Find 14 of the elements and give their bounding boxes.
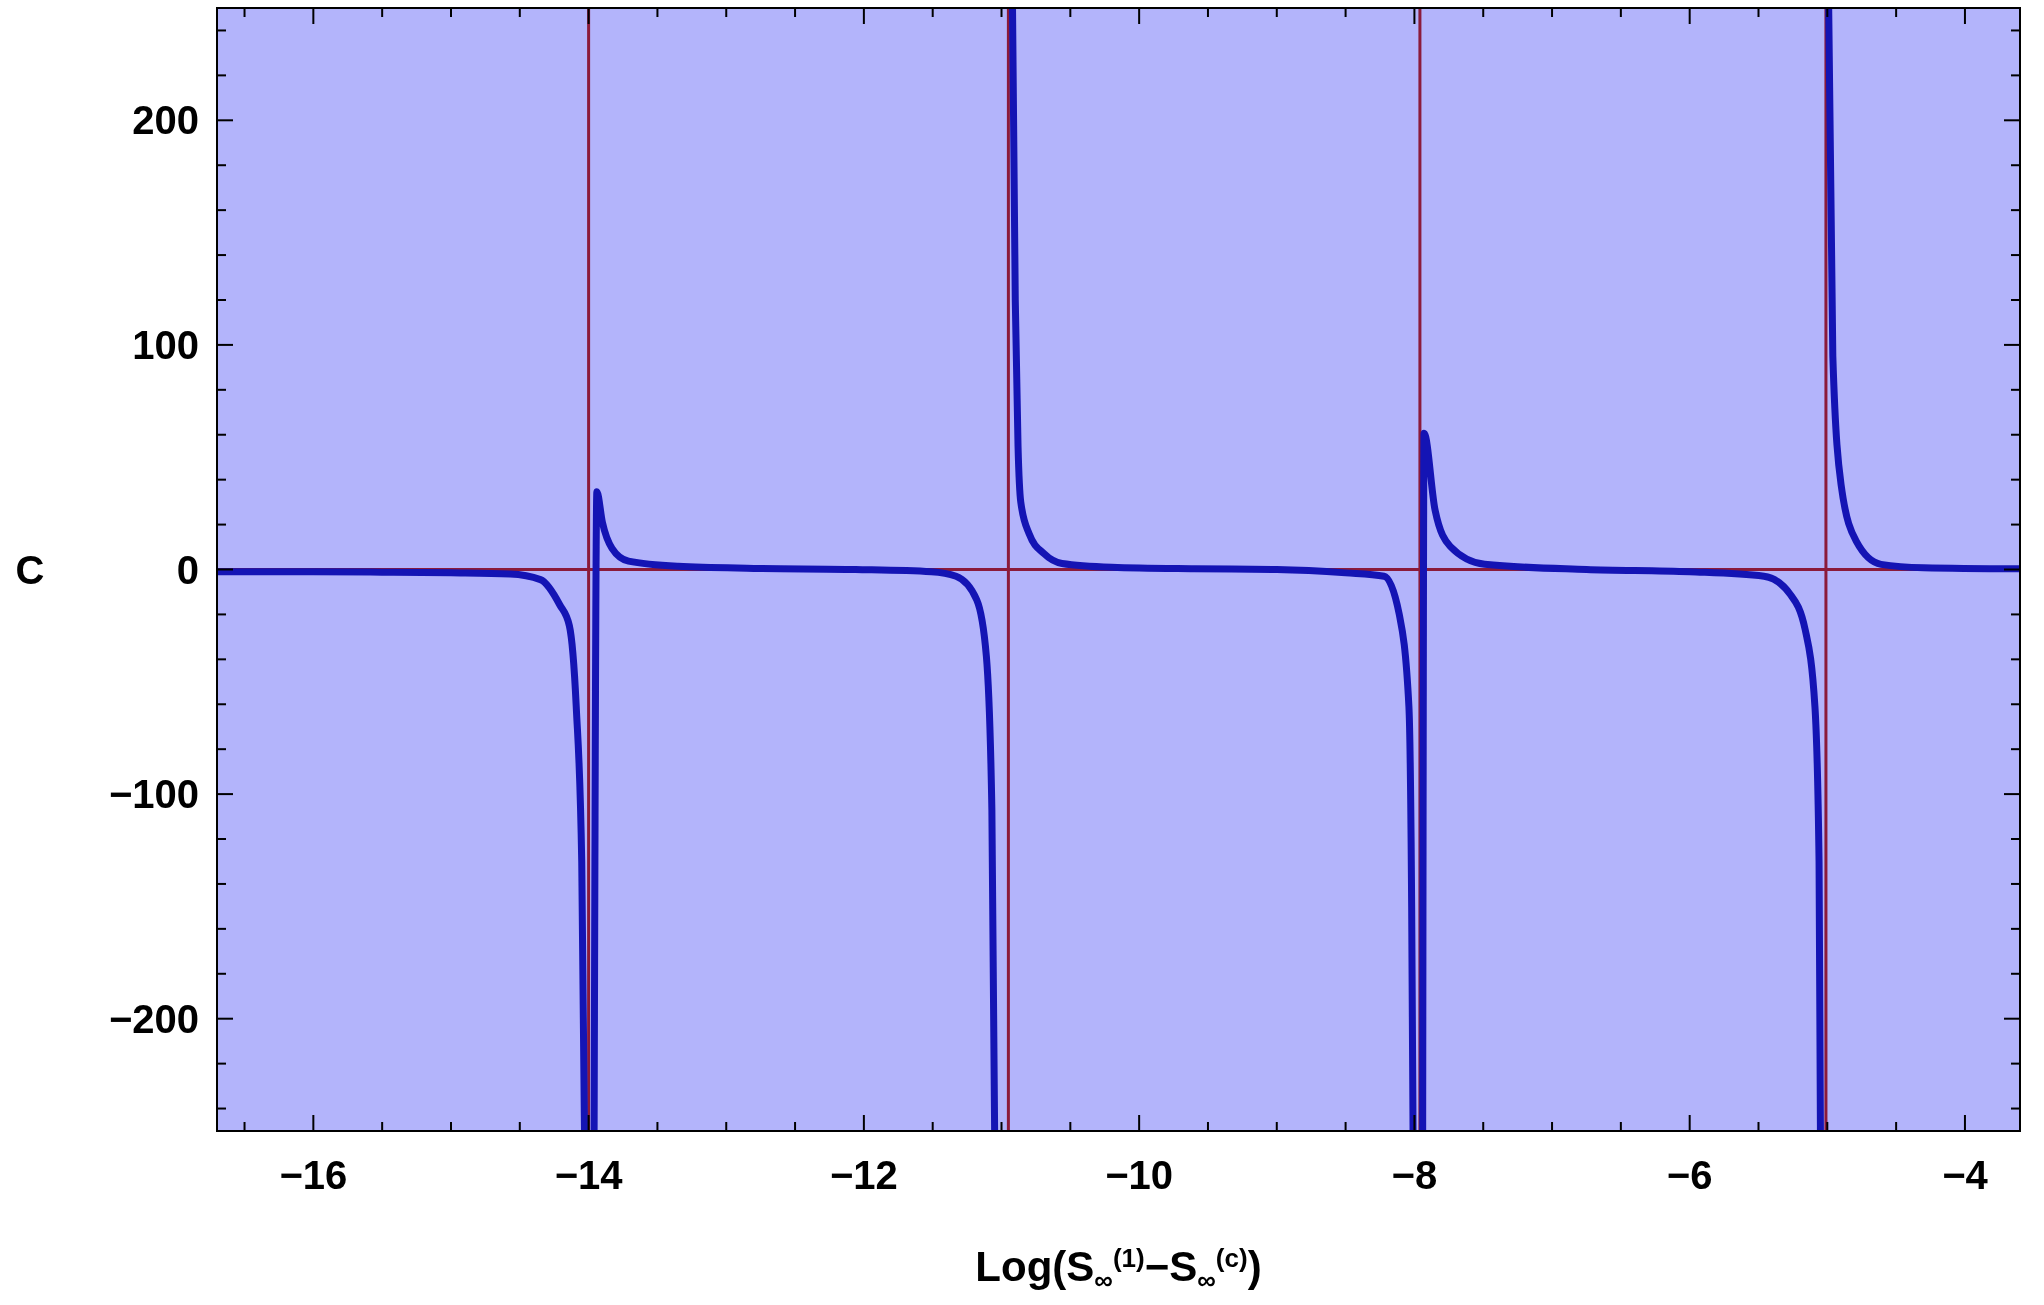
y-tick-label: 200 xyxy=(132,98,199,143)
x-tick-label: −14 xyxy=(554,1153,624,1197)
y-axis-title: C xyxy=(15,547,45,592)
x-tick-label: −4 xyxy=(1942,1153,1989,1197)
y-tick-label: −100 xyxy=(108,772,199,817)
y-tick-label: 100 xyxy=(132,322,199,367)
x-tick-label: −8 xyxy=(1391,1153,1438,1197)
x-tick-label: −12 xyxy=(829,1153,898,1197)
x-tick-label: −6 xyxy=(1666,1153,1713,1197)
x-tick-label: −16 xyxy=(279,1153,348,1197)
y-tick-label: −200 xyxy=(108,996,199,1041)
x-tick-label: −10 xyxy=(1105,1153,1174,1197)
y-tick-label: 0 xyxy=(176,547,199,592)
x-axis-title: Log(S$_{∞}$$^{(1)}$−S$_{∞}$$^{(c)}$) xyxy=(975,1242,1262,1295)
